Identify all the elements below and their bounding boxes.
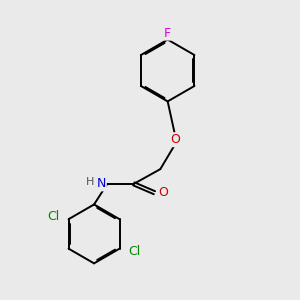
Text: O: O — [170, 133, 180, 146]
Text: Cl: Cl — [128, 245, 141, 258]
Text: Cl: Cl — [47, 210, 60, 223]
Text: N: N — [97, 177, 106, 190]
Text: F: F — [164, 27, 171, 40]
Text: H: H — [86, 177, 94, 188]
Text: O: O — [158, 186, 168, 199]
